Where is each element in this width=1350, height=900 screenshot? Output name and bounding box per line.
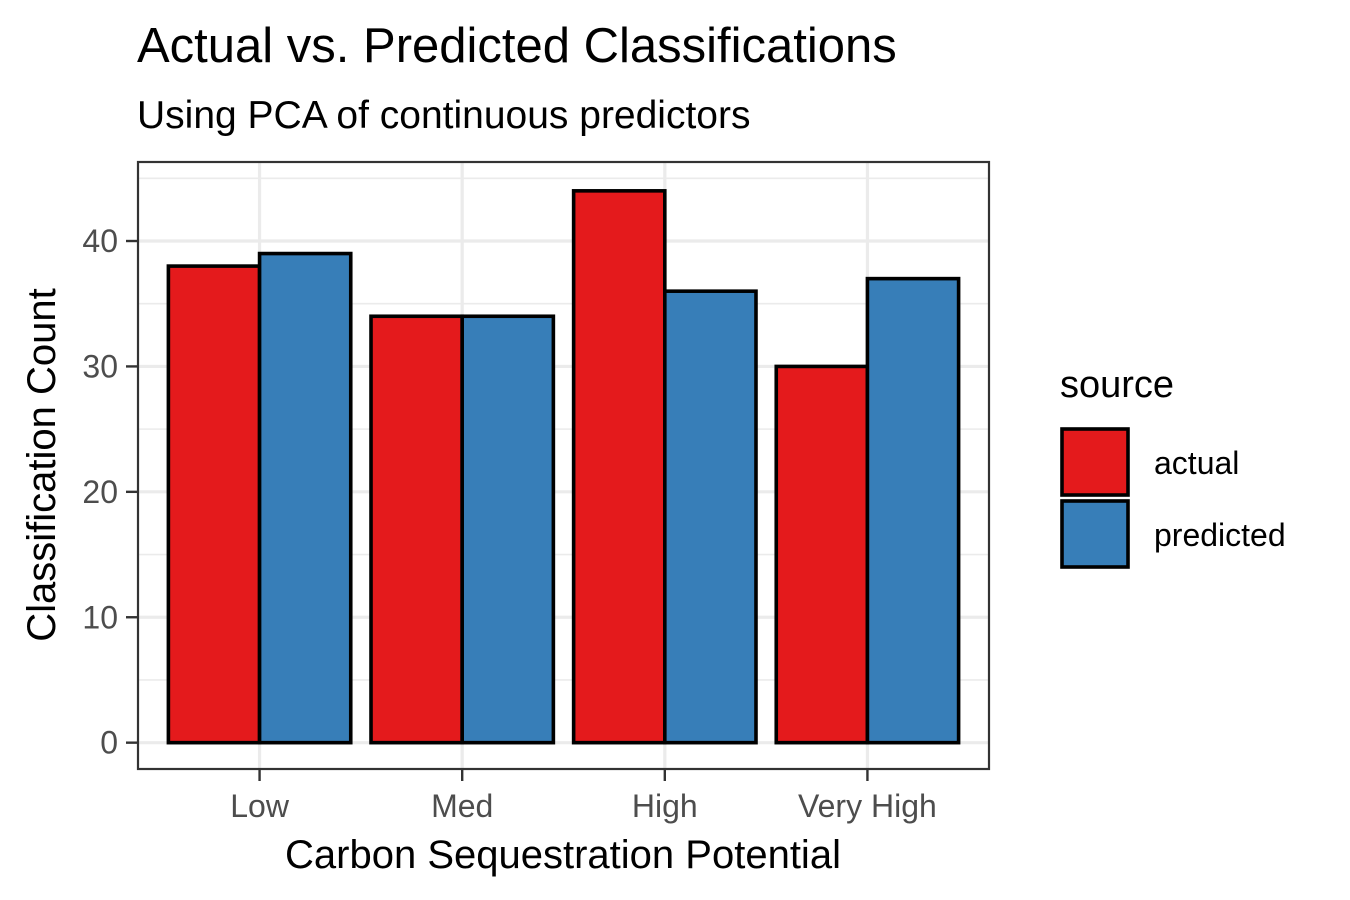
legend-key-actual xyxy=(1060,427,1130,497)
bar-actual-low xyxy=(166,264,262,745)
bar-predicted-med xyxy=(460,314,556,745)
bar-actual-high xyxy=(571,189,667,745)
legend-title: source xyxy=(1060,364,1174,406)
y-tick-label: 0 xyxy=(100,725,118,761)
bar-actual-very-high xyxy=(774,364,870,745)
panel-border xyxy=(136,160,991,771)
y-tick-label: 10 xyxy=(82,599,118,635)
legend: source actual predicted xyxy=(1060,364,1286,569)
x-tick-label: Med xyxy=(431,788,493,824)
chart-subtitle: Using PCA of continuous predictors xyxy=(137,94,751,137)
y-tick-label: 20 xyxy=(82,474,118,510)
bar-series xyxy=(166,189,961,745)
legend-label-predicted: predicted xyxy=(1154,517,1286,553)
chart-title: Actual vs. Predicted Classifications xyxy=(137,19,897,73)
legend-label-actual: actual xyxy=(1154,445,1239,481)
y-axis-title: Classification Count xyxy=(20,288,64,642)
plot-panel xyxy=(136,160,991,771)
bar-predicted-low xyxy=(257,251,353,745)
bar-actual-med xyxy=(369,314,464,745)
x-tick-label: Very High xyxy=(798,788,937,824)
x-axis-title: Carbon Sequestration Potential xyxy=(285,833,841,877)
legend-key-predicted xyxy=(1060,499,1130,569)
x-axis: Low Med High Very High xyxy=(230,769,937,824)
y-tick-label: 30 xyxy=(82,348,118,384)
x-tick-label: High xyxy=(632,788,698,824)
bar-predicted-very-high xyxy=(865,276,961,745)
y-tick-label: 40 xyxy=(82,223,118,259)
y-axis: 0 10 20 30 40 xyxy=(82,223,138,761)
bar-predicted-high xyxy=(663,289,758,745)
x-tick-label: Low xyxy=(230,788,290,824)
